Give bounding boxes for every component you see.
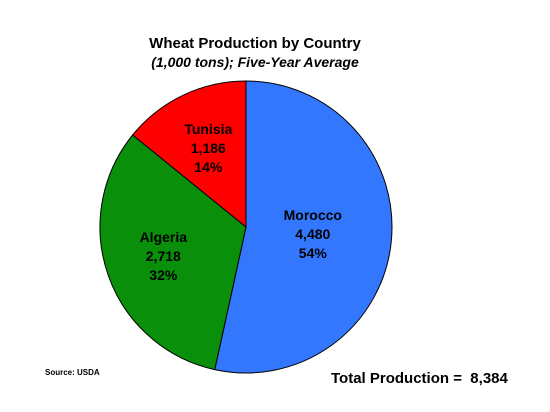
slice-percent-label: 14%: [194, 159, 223, 175]
slice-percent-label: 32%: [149, 267, 178, 283]
slice-name-label: Morocco: [284, 207, 342, 223]
pie-labels: Morocco 4,480 54% Algeria 2,718 32% Tunisia 1,1…: [140, 121, 342, 283]
slice-percent-label: 54%: [299, 245, 328, 261]
pie-slices: [99, 80, 393, 374]
slice-value-label: 1,186: [191, 140, 226, 156]
chart-title: Wheat Production by Country: [149, 35, 361, 52]
chart-subtitle: (1,000 tons); Five-Year Average: [151, 54, 359, 70]
slice-value-label: 2,718: [146, 248, 181, 264]
pie-label-morocco: Morocco 4,480 54%: [284, 207, 342, 261]
pie-label-algeria: Algeria 2,718 32%: [140, 229, 188, 283]
pie-label-tunisia: Tunisia 1,186 14%: [184, 121, 232, 175]
slice-name-label: Algeria: [140, 229, 188, 245]
source-note: Source: USDA: [45, 368, 100, 377]
pie-slice-morocco: [214, 80, 393, 374]
pie-slice-tunisia: [131, 80, 247, 229]
total-production: Total Production = 8,384: [331, 370, 508, 387]
pie-slice-algeria: [99, 134, 247, 371]
slice-name-label: Tunisia: [184, 121, 232, 137]
slice-value-label: 4,480: [295, 226, 330, 242]
